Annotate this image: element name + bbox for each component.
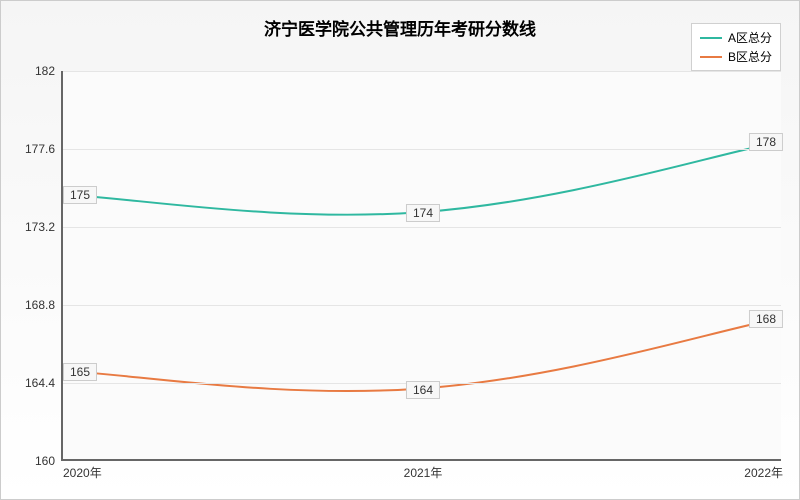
y-axis-label: 177.6 [25, 142, 63, 156]
data-label: 174 [406, 204, 440, 222]
legend-swatch-b [700, 56, 722, 58]
legend-swatch-a [700, 37, 722, 39]
plot-area: 160164.4168.8173.2177.61822020年2021年2022… [61, 71, 781, 461]
gridline [63, 71, 781, 72]
line-svg [63, 71, 781, 459]
gridline [63, 149, 781, 150]
y-axis-label: 164.4 [25, 376, 63, 390]
legend-label-a: A区总分 [728, 29, 772, 46]
y-axis-label: 160 [35, 454, 63, 468]
x-axis-label: 2021年 [404, 464, 443, 481]
data-label: 178 [749, 133, 783, 151]
legend-item-a: A区总分 [700, 28, 772, 47]
chart-container: 济宁医学院公共管理历年考研分数线 A区总分 B区总分 160164.4168.8… [0, 0, 800, 500]
chart-title: 济宁医学院公共管理历年考研分数线 [1, 15, 799, 40]
data-label: 165 [63, 363, 97, 381]
gridline [63, 227, 781, 228]
x-axis-label: 2020年 [63, 464, 102, 481]
y-axis-label: 168.8 [25, 298, 63, 312]
y-axis-label: 173.2 [25, 220, 63, 234]
legend-label-b: B区总分 [728, 48, 772, 65]
x-axis-label: 2022年 [744, 464, 783, 481]
gridline [63, 305, 781, 306]
data-label: 168 [749, 310, 783, 328]
data-label: 175 [63, 186, 97, 204]
legend: A区总分 B区总分 [691, 23, 781, 71]
legend-item-b: B区总分 [700, 47, 772, 66]
y-axis-label: 182 [35, 64, 63, 78]
data-label: 164 [406, 381, 440, 399]
